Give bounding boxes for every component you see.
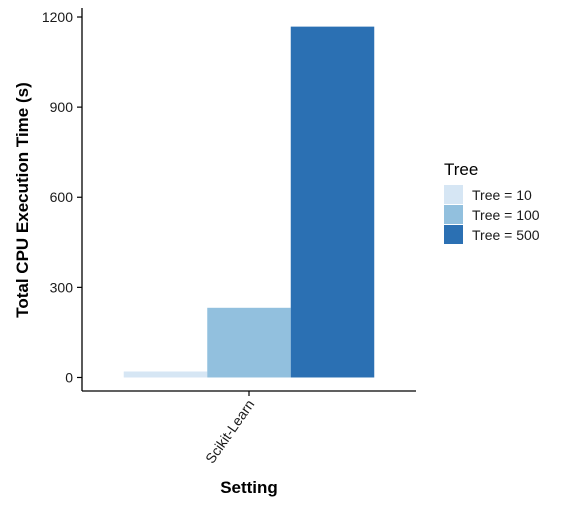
y-tick-label: 300 — [50, 279, 74, 295]
x-axis-title: Setting — [220, 478, 278, 497]
y-tick-label: 600 — [50, 189, 74, 205]
bar — [207, 307, 291, 378]
y-tick-label: 900 — [50, 99, 74, 115]
legend-label: Tree = 100 — [472, 207, 540, 223]
legend-title: Tree — [444, 160, 478, 179]
legend: Tree = 10 Tree = 100 Tree = 500 — [444, 185, 540, 244]
x-ticks-group: Scikit-Learn — [202, 391, 258, 467]
bar — [123, 371, 208, 378]
legend-swatch — [444, 205, 463, 224]
legend-swatch — [444, 225, 463, 244]
y-tick-label: 1200 — [42, 9, 73, 25]
legend-label: Tree = 10 — [472, 187, 532, 203]
y-ticks-group: 0 300 600 900 1200 — [42, 9, 82, 385]
y-axis-title: Total CPU Execution Time (s) — [13, 82, 32, 318]
bars-group — [123, 26, 375, 378]
legend-label: Tree = 500 — [472, 227, 540, 243]
legend-swatch — [444, 185, 463, 204]
x-tick-label: Scikit-Learn — [202, 397, 258, 467]
y-tick-label: 0 — [65, 369, 73, 385]
bar — [290, 26, 375, 378]
